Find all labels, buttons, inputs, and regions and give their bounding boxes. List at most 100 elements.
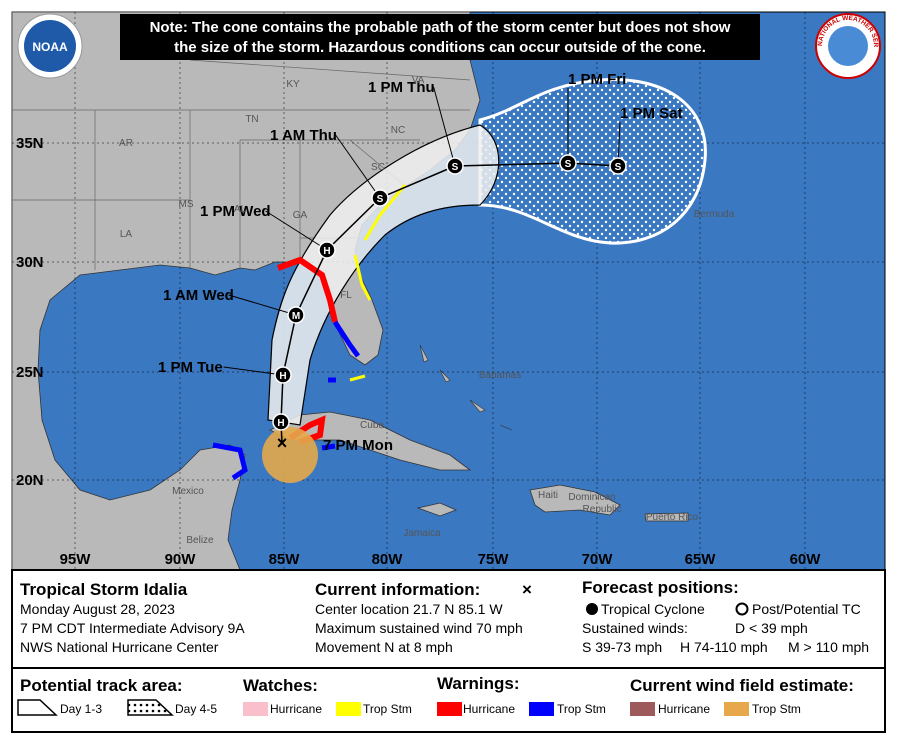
forecast-marker <box>559 154 577 172</box>
wind-hurricane: Hurricane <box>658 702 710 716</box>
latitude-label: 20N <box>16 472 44 489</box>
grid: 35N 30N 25N 20N 95W 90W 85W 80W 75W 70W 65W 60W <box>12 12 885 570</box>
land-hispaniola <box>529 484 621 516</box>
forecast-marker-letter: H <box>277 418 284 429</box>
current-position-label: 7 PM Mon <box>323 437 393 454</box>
leader-line <box>265 210 328 251</box>
wind-field <box>262 427 318 483</box>
post-icon <box>735 602 749 616</box>
m-range: M > 110 mph <box>788 639 869 655</box>
day13-icon <box>17 699 58 716</box>
longitude-label: 65W <box>685 551 717 568</box>
tropical: Tropical Cyclone <box>601 601 705 617</box>
land-bahamas <box>419 344 513 431</box>
place-label: Bermuda <box>694 209 735 220</box>
post: Post/Potential TC <box>752 601 861 617</box>
noaa-logo-text: NOAA <box>32 40 68 54</box>
leader-line <box>433 86 456 167</box>
warn-hurricane-swatch <box>437 702 462 716</box>
place-label: KY <box>286 79 300 90</box>
place-label: Mexico <box>172 486 204 497</box>
place-label: Puerto Rico <box>646 512 699 523</box>
wind: Maximum sustained wind 70 mph <box>315 620 523 636</box>
forecast-marker <box>318 241 336 259</box>
current-symbol: × <box>522 580 532 599</box>
h-range: H 74-110 mph <box>680 639 768 655</box>
place-label: Jamaica <box>403 528 441 539</box>
date: Monday August 28, 2023 <box>20 601 175 617</box>
forecast-marker <box>274 366 292 384</box>
forecast-marker <box>609 157 627 175</box>
place-label: AR <box>119 138 133 149</box>
day13: Day 1-3 <box>60 702 102 716</box>
note-line: Note: The cone contains the probable pat… <box>150 19 731 36</box>
current-heading: Current information: <box>315 580 480 599</box>
place-label: NC <box>391 125 405 136</box>
forecast-marker-letter: S <box>615 162 622 173</box>
place-label: Cuba <box>360 420 384 431</box>
forecast-marker-letter: S <box>377 194 384 205</box>
forecast-marker-letter: S <box>565 159 572 170</box>
watches: Watches: <box>243 676 318 695</box>
s-range: S 39-73 mph <box>582 639 662 655</box>
forecast-heading: Forecast positions: <box>582 578 739 597</box>
wind-storm: Trop Stm <box>752 702 801 716</box>
watch-hurricane: Hurricane <box>270 702 322 716</box>
advisory: 7 PM CDT Intermediate Advisory 9A <box>20 620 245 636</box>
forecast-label: 1 PM Tue <box>158 359 223 376</box>
forecast-label: 1 AM Thu <box>270 127 337 144</box>
wind-storm-swatch <box>724 702 749 716</box>
longitude-label: 85W <box>269 551 301 568</box>
longitude-label: 75W <box>478 551 510 568</box>
latitude-label: 30N <box>16 254 44 271</box>
longitude-label: 70W <box>582 551 614 568</box>
latitude-label: 35N <box>16 135 44 152</box>
place-label: LA <box>120 229 133 240</box>
tropical-storm-warning <box>349 184 407 382</box>
nws-logo-inner <box>828 26 868 66</box>
wind-heading: Current wind field estimate: <box>630 676 854 695</box>
track-heading: Potential track area: <box>20 676 183 695</box>
current-position: × <box>277 433 288 453</box>
tropical-icon <box>586 603 598 615</box>
hurricane-warning-cuba <box>288 415 326 445</box>
place-label: Republic <box>583 504 622 515</box>
place-label: VA <box>412 75 425 86</box>
leader-line <box>335 134 381 199</box>
place-label: FL <box>340 290 352 301</box>
leader-line <box>223 366 284 376</box>
forecast-points: H 1 PM Tue H 1 AM Wed M 1 PM Wed H 1 AM Thu S 1 P… <box>158 71 683 454</box>
forecast-marker-letter: S <box>452 162 459 173</box>
forecast-marker <box>287 306 305 324</box>
warnings: Warnings: <box>437 674 519 693</box>
forecast-marker <box>371 189 389 207</box>
watch-storm-swatch <box>336 702 361 716</box>
map: 35N 30N 25N 20N 95W 90W 85W 80W 75W 70W 65W 60W × H… <box>0 0 886 571</box>
longitude-label: 90W <box>165 551 197 568</box>
land-puerto-rico <box>644 512 689 522</box>
longitude-label: 80W <box>372 551 404 568</box>
office: NWS National Hurricane Center <box>20 639 219 655</box>
legend: Tropical Storm Idalia Monday August 28, … <box>11 569 886 733</box>
forecast-marker-letter: M <box>292 311 300 322</box>
warn-hurricane: Hurricane <box>463 702 515 716</box>
place-label: Bahamas <box>479 370 521 381</box>
d-range: D < 39 mph <box>735 620 808 636</box>
note-box <box>120 14 760 60</box>
latitude-label: 25N <box>16 364 44 381</box>
forecast-marker <box>446 157 464 175</box>
place-label: Dominican <box>568 492 615 503</box>
leader-line <box>228 294 297 316</box>
noaa-logo-inner <box>24 20 76 72</box>
cone-day-1-3 <box>267 124 500 426</box>
location: Center location 21.7 N 85.1 W <box>315 601 503 617</box>
place-label: SC <box>371 162 385 173</box>
forecast-label: 1 PM Thu <box>368 79 435 96</box>
place-label: AL <box>234 204 247 215</box>
forecast-marker-letter: H <box>279 371 286 382</box>
watch-hurricane-swatch <box>243 702 268 716</box>
forecast-label: 1 PM Wed <box>200 203 271 220</box>
place-label: MS <box>179 199 194 210</box>
warn-storm: Trop Stm <box>557 702 606 716</box>
